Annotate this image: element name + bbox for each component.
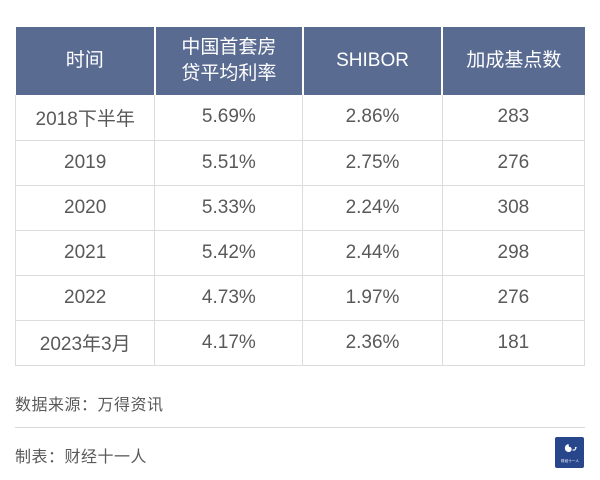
- cell-period: 2023年3月: [14, 319, 156, 366]
- table-header-row: 时间 中国首套房 贷平均利率 SHIBOR 加成基点数: [15, 27, 585, 95]
- cell-mortgage-rate: 4.17%: [154, 319, 304, 366]
- cell-basis-points: 276: [441, 139, 586, 186]
- column-header-mortgage-rate: 中国首套房 贷平均利率: [153, 27, 303, 95]
- cell-mortgage-rate: 5.69%: [154, 95, 304, 141]
- logo-text: 财经十一人: [560, 457, 579, 463]
- cell-basis-points: 308: [441, 184, 586, 231]
- cell-basis-points: 298: [441, 229, 586, 276]
- credit-note: 制表：财经十一人: [15, 449, 148, 466]
- table-body: 2018下半年 5.69% 2.86% 283 2019 5.51% 2.75%…: [14, 95, 586, 366]
- data-source-note: 数据来源：万得资讯: [15, 397, 164, 414]
- panda-figure-icon: [562, 443, 578, 458]
- cell-shibor: 2.75%: [302, 139, 443, 186]
- cell-period: 2019: [14, 139, 156, 186]
- cell-period: 2020: [14, 184, 156, 231]
- table-row: 2022 4.73% 1.97% 276: [14, 274, 586, 321]
- cell-mortgage-rate: 4.73%: [154, 274, 304, 321]
- table-row: 2020 5.33% 2.24% 308: [14, 184, 586, 231]
- caijing-eleven-logo: 财经十一人: [555, 437, 584, 468]
- rates-table: 时间 中国首套房 贷平均利率 SHIBOR 加成基点数 2018下半年 5.69…: [14, 27, 586, 366]
- cell-mortgage-rate: 5.33%: [154, 184, 304, 231]
- table-row: 2019 5.51% 2.75% 276: [14, 139, 586, 186]
- rates-table-container: 时间 中国首套房 贷平均利率 SHIBOR 加成基点数 2018下半年 5.69…: [14, 27, 586, 366]
- column-header-time: 时间: [15, 27, 155, 95]
- column-header-basis-points: 加成基点数: [441, 27, 585, 95]
- cell-period: 2021: [14, 229, 156, 276]
- table-header: 时间 中国首套房 贷平均利率 SHIBOR 加成基点数: [15, 27, 585, 95]
- cell-period: 2022: [14, 274, 156, 321]
- table-row: 2018下半年 5.69% 2.86% 283: [14, 95, 586, 141]
- cell-mortgage-rate: 5.51%: [154, 139, 304, 186]
- cell-mortgage-rate: 5.42%: [154, 229, 304, 276]
- cell-shibor: 1.97%: [302, 274, 443, 321]
- cell-basis-points: 276: [441, 274, 586, 321]
- cell-shibor: 2.24%: [302, 184, 443, 231]
- table-row: 2021 5.42% 2.44% 298: [14, 229, 586, 276]
- footer-divider: [15, 427, 585, 428]
- cell-shibor: 2.44%: [302, 229, 443, 276]
- cell-period: 2018下半年: [14, 95, 156, 141]
- table-row: 2023年3月 4.17% 2.36% 181: [14, 319, 586, 366]
- column-header-shibor: SHIBOR: [301, 27, 443, 95]
- cell-shibor: 2.36%: [302, 319, 443, 366]
- cell-shibor: 2.86%: [302, 95, 443, 141]
- cell-basis-points: 283: [441, 95, 586, 141]
- cell-basis-points: 181: [441, 319, 586, 366]
